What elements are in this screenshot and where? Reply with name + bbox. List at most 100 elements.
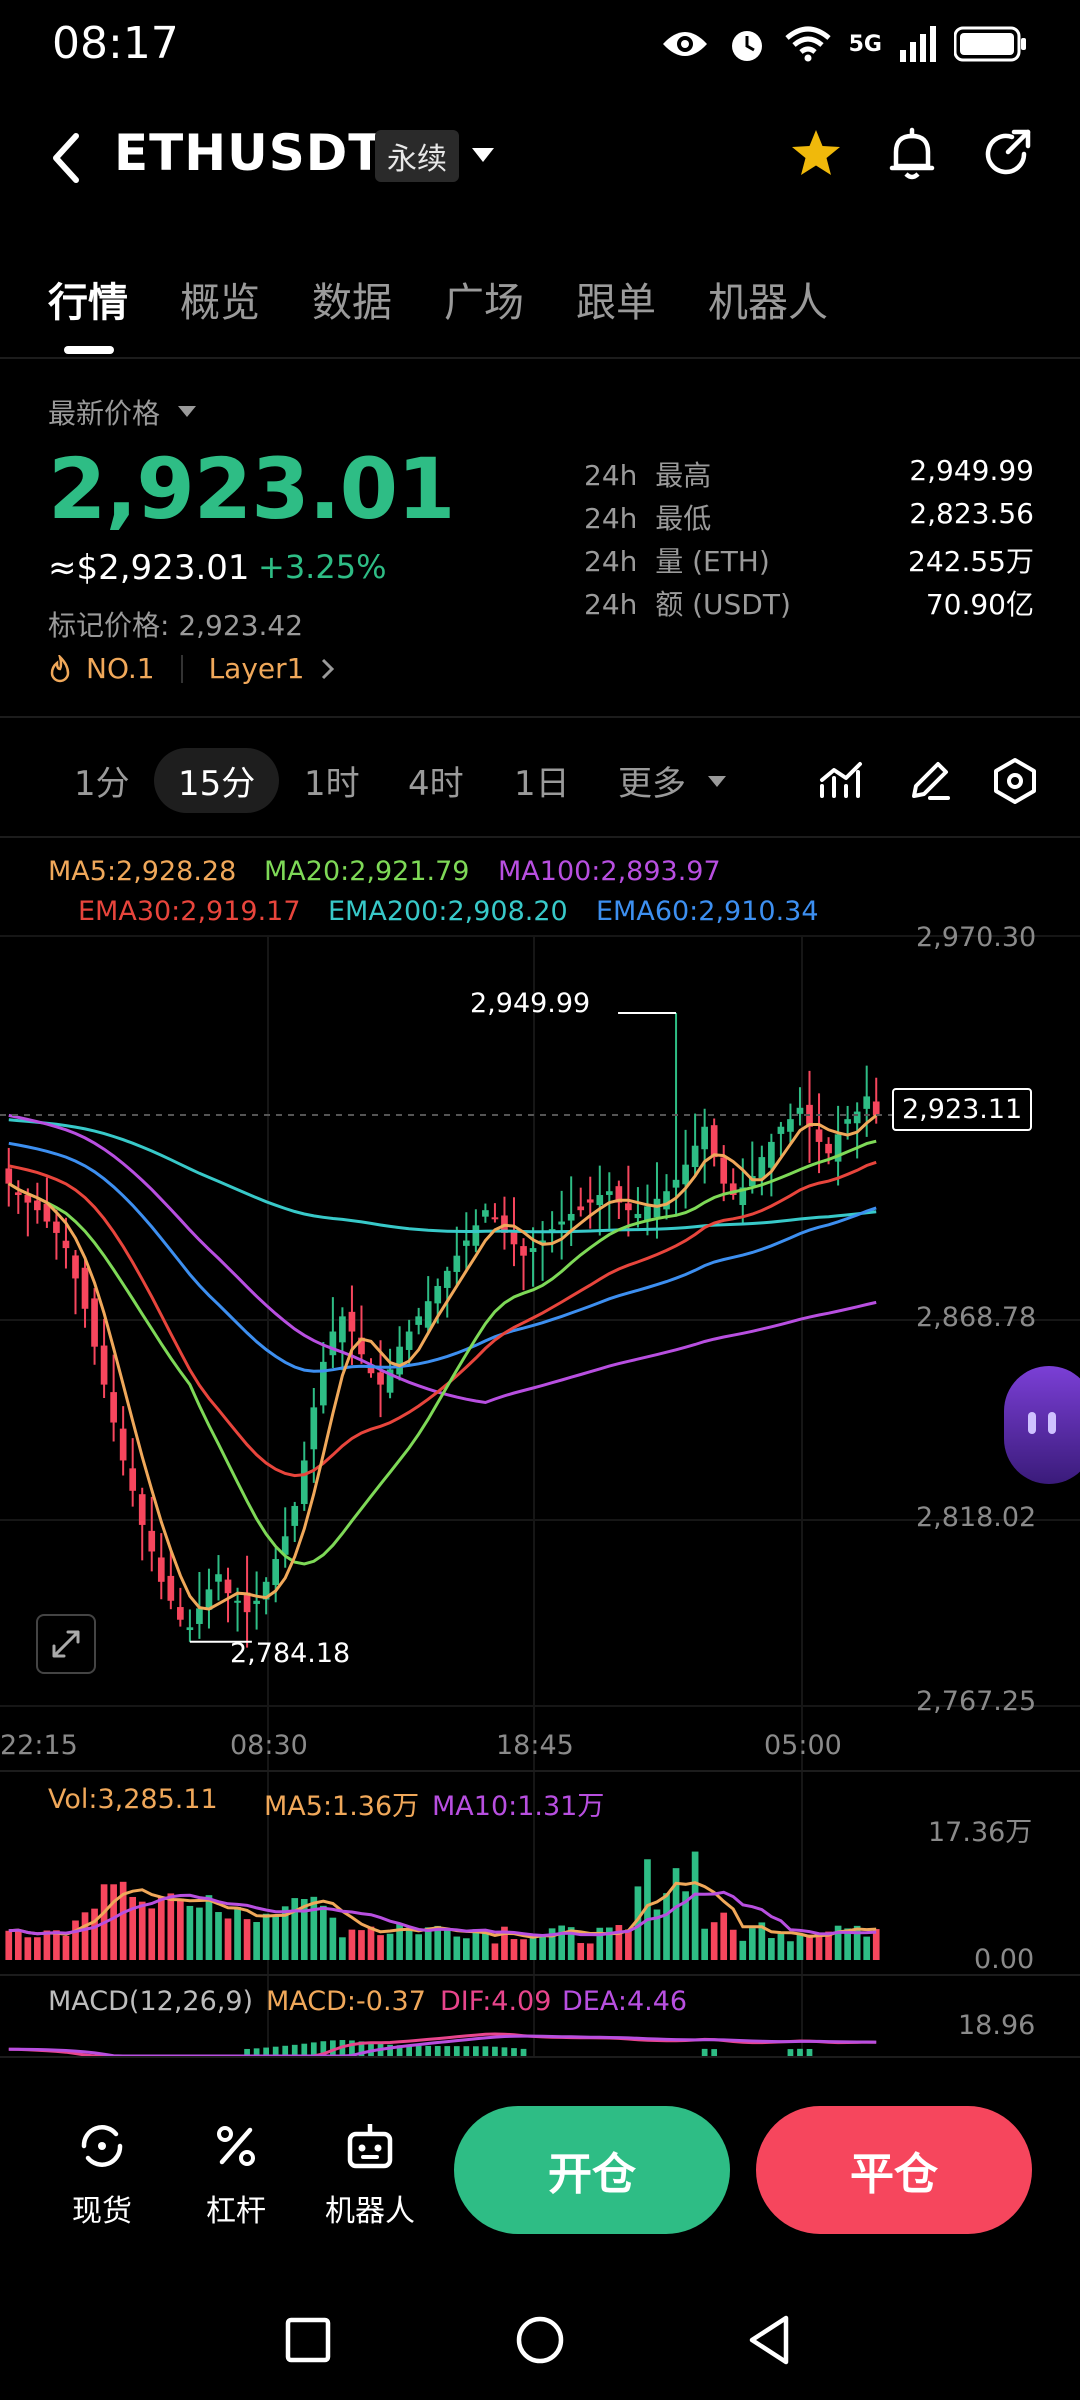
candle-body (329, 1331, 337, 1356)
candle-body (110, 1392, 117, 1423)
y-tick: 2,818.02 (916, 1502, 1037, 1533)
candle-body (729, 1183, 737, 1196)
candle-body (367, 1364, 375, 1374)
indicator-icon[interactable] (816, 756, 866, 806)
chevron-down-icon[interactable] (178, 406, 196, 417)
interval-15m[interactable]: 15分 (154, 748, 280, 813)
price-change: +3.25% (258, 548, 387, 586)
volume-bar (682, 1891, 689, 1960)
candle-body (91, 1298, 98, 1347)
volume-bar (348, 1929, 356, 1960)
rank-tag[interactable]: NO.1 (86, 652, 155, 685)
star-icon[interactable] (786, 124, 846, 184)
volume-bar (634, 1886, 642, 1960)
macd-histogram-bar (244, 2048, 250, 2056)
volume-bar (796, 1934, 804, 1960)
assistant-bubble[interactable] (1004, 1366, 1080, 1484)
legend-dif: DIF:4.09 (440, 1986, 552, 2017)
volume-bar (586, 1943, 594, 1960)
expand-icon[interactable] (36, 1614, 96, 1674)
interval-1h[interactable]: 1时 (304, 764, 360, 804)
macd-histogram-bar (358, 2041, 365, 2056)
settings-hex-icon[interactable] (990, 756, 1040, 806)
chevron-down-icon[interactable] (472, 148, 494, 162)
candle-body (634, 1213, 642, 1219)
tab-overview[interactable]: 概览 (180, 280, 260, 326)
last-price-tag[interactable]: 2,923.11 (892, 1088, 1033, 1131)
candle-body (62, 1240, 70, 1249)
volume-bar (386, 1933, 394, 1960)
volume-bar (110, 1884, 117, 1960)
volume-bar (691, 1851, 699, 1960)
robot-icon (347, 2124, 393, 2169)
share-icon[interactable] (978, 124, 1038, 184)
robot-button[interactable]: 机器人 (320, 2118, 420, 2230)
volume-bar (138, 1901, 146, 1960)
latest-price-label[interactable]: 最新价格 (48, 397, 161, 430)
macd-histogram-bar (387, 2044, 393, 2056)
tab-market[interactable]: 行情 (48, 280, 128, 326)
candle-body (358, 1337, 365, 1355)
tab-copy-trade[interactable]: 跟单 (576, 280, 656, 326)
chevron-down-icon[interactable] (708, 776, 726, 787)
candle-body (24, 1194, 32, 1203)
volume-bar (253, 1922, 260, 1960)
spot-button[interactable]: 现货 (52, 2118, 152, 2230)
candle-body (443, 1270, 451, 1288)
x-tick: 22:15 (0, 1730, 78, 1761)
percent-icon (217, 2126, 255, 2166)
leverage-button[interactable]: 杠杆 (186, 2118, 286, 2230)
volume-bar (24, 1937, 32, 1960)
status-time: 08:17 (52, 18, 179, 69)
pencil-icon[interactable] (904, 756, 954, 806)
candle-body (644, 1206, 651, 1221)
stat-period: 24h (584, 588, 638, 621)
volume-bar (72, 1920, 79, 1960)
candle-body (215, 1574, 222, 1582)
candle-body (853, 1111, 861, 1124)
back-arrow-icon[interactable] (46, 128, 86, 188)
bell-icon[interactable] (882, 124, 942, 184)
candle-body (53, 1221, 60, 1233)
candle-body (339, 1316, 346, 1343)
macd-histogram-bar (253, 2048, 260, 2056)
legend-ema60: EMA60:2,910.34 (596, 896, 819, 927)
tab-robot[interactable]: 机器人 (708, 280, 828, 326)
sector-tag[interactable]: Layer1 (208, 652, 305, 685)
interval-1d[interactable]: 1日 (514, 764, 570, 804)
volume-bar (815, 1933, 823, 1960)
recent-apps-icon[interactable] (278, 2310, 338, 2370)
close-position-button[interactable]: 平仓 (756, 2106, 1032, 2234)
tab-square[interactable]: 广场 (444, 280, 524, 326)
volume-bar (615, 1925, 623, 1960)
eye-icon (662, 32, 707, 56)
interval-more[interactable]: 更多 (618, 764, 686, 804)
macd-histogram-bar (263, 2047, 270, 2056)
home-icon[interactable] (510, 2310, 570, 2370)
back-nav-icon[interactable] (740, 2310, 800, 2370)
y-tick: 2,970.30 (916, 922, 1037, 953)
volume-bar (644, 1859, 651, 1960)
interval-1m[interactable]: 1分 (74, 764, 130, 804)
chevron-right-icon[interactable] (318, 655, 338, 683)
candlestick-chart[interactable] (0, 0, 1080, 2060)
tab-data[interactable]: 数据 (312, 280, 392, 326)
candle-body (672, 1179, 680, 1188)
divider (0, 716, 1080, 718)
volume-bar (300, 1899, 308, 1960)
volume-bar (748, 1928, 756, 1960)
x-tick: 05:00 (764, 1730, 842, 1761)
stat-key: 最低 (655, 502, 712, 535)
volume-bar (62, 1935, 70, 1960)
volume-bar (262, 1913, 270, 1960)
volume-bar (424, 1927, 432, 1960)
volume-bar (291, 1898, 299, 1960)
volume-bar (872, 1929, 880, 1960)
volume-bar (243, 1919, 251, 1960)
spot-label: 现货 (72, 2194, 132, 2229)
page-title[interactable]: ETHUSDT (114, 124, 384, 182)
interval-4h[interactable]: 4时 (408, 764, 464, 804)
open-position-button[interactable]: 开仓 (454, 2106, 730, 2234)
macd-histogram-bar (282, 2045, 289, 2056)
volume-bar (205, 1895, 213, 1960)
